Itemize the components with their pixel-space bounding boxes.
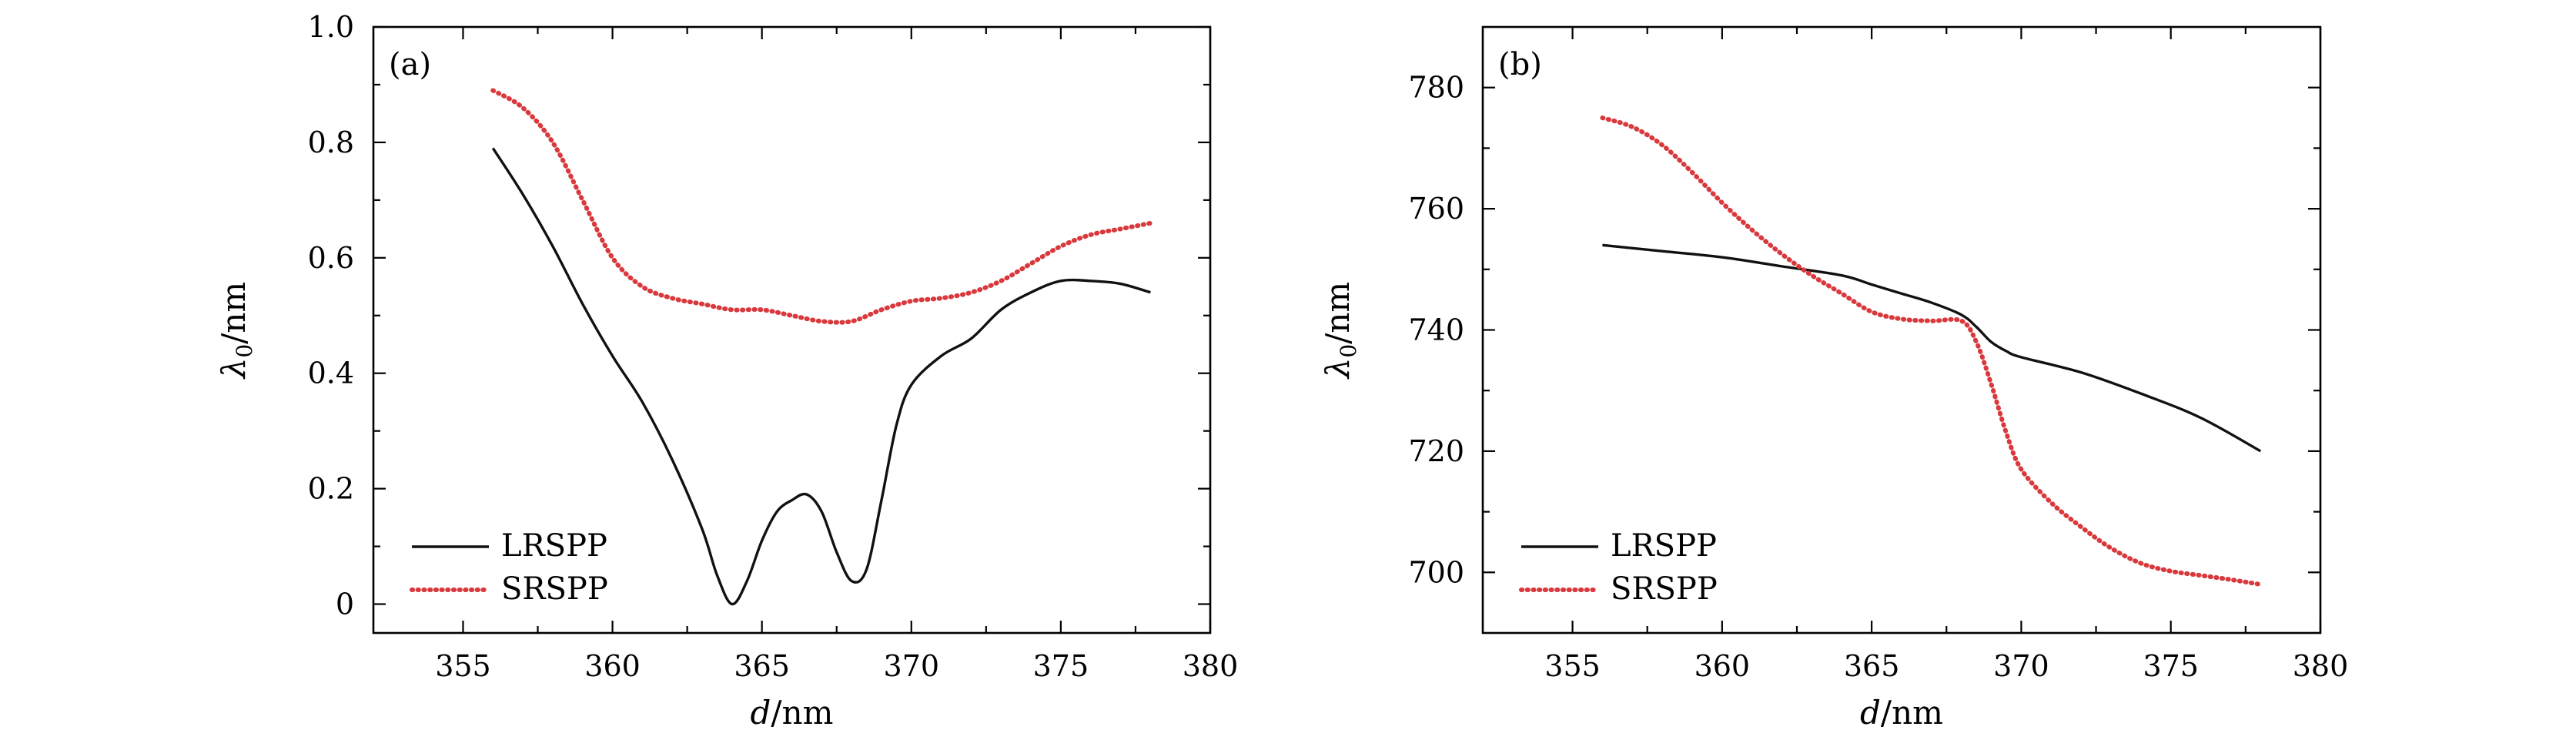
- y-axis-title-subscript: 0: [232, 344, 257, 358]
- y-tick-label: 0.6: [308, 241, 354, 275]
- x-axis-title-unit: /nm: [771, 694, 833, 732]
- x-tick-label: 380: [2293, 649, 2349, 683]
- x-tick-label: 380: [1183, 649, 1239, 683]
- x-axis-title: d/nm: [751, 694, 834, 732]
- y-tick-label: 1.0: [308, 10, 354, 44]
- y-tick-label: 0.8: [308, 126, 354, 159]
- panel-label: (b): [1498, 47, 1542, 82]
- x-axis-title-unit: /nm: [1881, 694, 1943, 732]
- series-line-lrspp: [1602, 243, 2262, 453]
- series-line-lrspp: [491, 147, 1151, 606]
- x-tick-label: 370: [884, 649, 940, 683]
- x-tick-label: 370: [1993, 649, 2049, 683]
- y-axis-title: λ0/nm: [215, 282, 257, 380]
- y-axis-title-unit: /nm: [1319, 282, 1357, 344]
- y-tick-label: 0: [336, 588, 354, 621]
- x-tick-label: 360: [1694, 649, 1751, 683]
- series-line-srspp: [1600, 116, 2263, 588]
- chart-panel-a: 355 360 365 370 375 38000.20.40.60.81.0d/nmλ0…: [215, 10, 1238, 732]
- legend: LRSPP SRSPP: [1519, 528, 1718, 607]
- y-axis-title-unit: /nm: [215, 282, 253, 344]
- y-tick-label: 0.2: [308, 472, 354, 506]
- x-tick-label: 355: [435, 649, 491, 683]
- x-tick-label: 355: [1544, 649, 1601, 683]
- legend-label-srspp: SRSPP: [501, 571, 608, 607]
- y-tick-label: 0.4: [308, 357, 354, 390]
- y-axis-title-symbol: λ: [1319, 358, 1357, 380]
- x-tick-label: 365: [734, 649, 790, 683]
- y-tick-label: 760: [1408, 192, 1464, 226]
- x-tick-label: 365: [1844, 649, 1900, 683]
- chart-panel-b: 355 360 365 370 375 380700720740760780d/nmλ0/…: [1319, 25, 2349, 732]
- series-line-srspp: [490, 88, 1153, 325]
- x-axis-title-var: d: [1860, 694, 1881, 732]
- y-axis-title-subscript: 0: [1336, 344, 1361, 358]
- x-tick-label: 375: [2143, 649, 2199, 683]
- plot-frame: [372, 25, 1212, 634]
- y-tick-label: 780: [1408, 71, 1464, 105]
- x-tick-label: 375: [1033, 649, 1089, 683]
- legend: LRSPP SRSPP: [410, 528, 608, 607]
- y-tick-label: 700: [1408, 555, 1464, 589]
- legend-label-lrspp: LRSPP: [501, 528, 607, 564]
- panel-label: (a): [389, 47, 431, 82]
- legend-label-srspp: SRSPP: [1611, 571, 1718, 607]
- x-axis-title-var: d: [751, 694, 771, 732]
- legend-label-lrspp: LRSPP: [1611, 528, 1717, 564]
- x-axis-title: d/nm: [1860, 694, 1943, 732]
- y-axis-title-symbol: λ: [215, 358, 253, 380]
- x-tick-label: 360: [584, 649, 641, 683]
- y-tick-label: 720: [1408, 434, 1464, 468]
- y-tick-label: 740: [1408, 313, 1464, 347]
- y-axis-title: λ0/nm: [1319, 282, 1361, 380]
